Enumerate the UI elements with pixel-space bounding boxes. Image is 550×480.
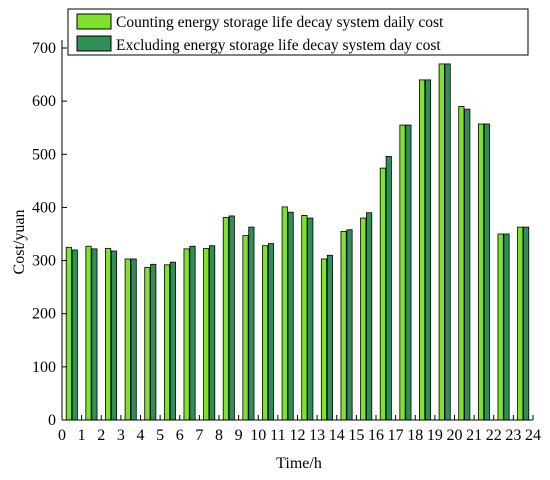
bar-series1-hour-5 bbox=[144, 267, 151, 421]
y-tick-label: 300 bbox=[32, 253, 56, 270]
bar-series2-hour-14 bbox=[326, 254, 333, 421]
bar-series1-hour-24 bbox=[517, 226, 524, 421]
bar-series1-hour-6 bbox=[163, 264, 171, 421]
bar-series2-hour-19 bbox=[424, 79, 432, 421]
x-tick-label: 10 bbox=[250, 427, 266, 444]
bar-series2-hour-11 bbox=[267, 243, 275, 421]
bar-series2-hour-10 bbox=[248, 226, 255, 421]
x-tick-label: 5 bbox=[156, 427, 164, 444]
bar-series1-hour-2 bbox=[85, 245, 92, 421]
bar-series1-hour-19 bbox=[419, 79, 426, 421]
x-tick-label: 16 bbox=[368, 427, 384, 444]
x-tick-label: 6 bbox=[176, 427, 184, 444]
bar-series1-hour-20 bbox=[438, 63, 445, 421]
x-tick-label: 20 bbox=[447, 427, 463, 444]
x-tick-label: 0 bbox=[58, 427, 66, 444]
bar-series2-hour-24 bbox=[523, 226, 530, 421]
x-tick-label: 24 bbox=[525, 427, 541, 444]
y-tick-label: 0 bbox=[48, 412, 56, 429]
x-tick-label: 8 bbox=[215, 427, 223, 444]
bar-series2-hour-4 bbox=[130, 258, 137, 421]
bar-series2-hour-18 bbox=[405, 124, 412, 421]
y-tick-label: 100 bbox=[32, 359, 56, 376]
bar-series2-hour-12 bbox=[287, 211, 294, 421]
bar-series1-hour-1 bbox=[65, 246, 72, 421]
y-axis-label: Cost/yuan bbox=[11, 210, 28, 275]
bar-series2-hour-2 bbox=[91, 248, 98, 421]
bar-series1-hour-13 bbox=[301, 214, 308, 421]
legend-swatch-counting bbox=[76, 13, 112, 30]
bar-series1-hour-18 bbox=[399, 124, 406, 421]
y-tick-label: 500 bbox=[32, 146, 56, 163]
x-tick-label: 21 bbox=[466, 427, 482, 444]
bar-series2-hour-21 bbox=[464, 108, 471, 421]
bar-series1-hour-7 bbox=[183, 248, 190, 421]
bar-series1-hour-11 bbox=[262, 245, 269, 421]
x-tick-label: 18 bbox=[407, 427, 423, 444]
x-tick-label: 17 bbox=[388, 427, 404, 444]
x-axis-label: Time/h bbox=[276, 455, 322, 472]
x-tick-label: 12 bbox=[290, 427, 306, 444]
y-tick-label: 400 bbox=[32, 199, 56, 216]
x-tick-label: 23 bbox=[505, 427, 521, 444]
bar-series2-hour-16 bbox=[366, 212, 373, 421]
legend-label-counting: Counting energy storage life decay syste… bbox=[116, 14, 444, 31]
bar-series1-hour-17 bbox=[379, 167, 386, 421]
bar-series2-hour-20 bbox=[444, 63, 451, 421]
y-tick-label: 200 bbox=[32, 306, 56, 323]
bar-series2-hour-17 bbox=[385, 156, 392, 421]
bar-series2-hour-3 bbox=[110, 250, 118, 421]
x-tick-label: 3 bbox=[117, 427, 125, 444]
bar-series1-hour-9 bbox=[222, 217, 229, 421]
x-tick-label: 9 bbox=[235, 427, 243, 444]
bar-series1-hour-15 bbox=[340, 230, 347, 421]
x-tick-label: 4 bbox=[137, 427, 145, 444]
x-tick-label: 19 bbox=[427, 427, 443, 444]
bar-series1-hour-4 bbox=[124, 258, 131, 421]
bar-series2-hour-13 bbox=[307, 217, 314, 421]
bar-series2-hour-1 bbox=[71, 249, 78, 421]
x-tick-label: 1 bbox=[78, 427, 86, 444]
legend-swatch-excluding bbox=[76, 35, 112, 52]
bar-series1-hour-8 bbox=[203, 247, 210, 421]
bar-series1-hour-14 bbox=[320, 258, 328, 421]
legend-label-excluding: Excluding energy storage life decay syst… bbox=[116, 37, 441, 54]
bar-series2-hour-22 bbox=[483, 123, 490, 421]
bar-series1-hour-10 bbox=[242, 235, 249, 421]
bars-layer bbox=[65, 63, 530, 421]
bar-series2-hour-9 bbox=[228, 215, 235, 421]
bar-series2-hour-8 bbox=[209, 245, 216, 421]
bar-series1-hour-3 bbox=[105, 247, 112, 421]
x-tick-label: 13 bbox=[309, 427, 325, 444]
bar-series2-hour-7 bbox=[189, 245, 196, 421]
bar-series2-hour-5 bbox=[150, 263, 157, 421]
x-tick-label: 2 bbox=[97, 427, 105, 444]
bar-series1-hour-12 bbox=[281, 206, 288, 421]
bar-series1-hour-16 bbox=[360, 217, 367, 421]
bar-series2-hour-6 bbox=[169, 261, 176, 421]
x-tick-label: 7 bbox=[195, 427, 203, 444]
bar-series1-hour-22 bbox=[477, 123, 485, 421]
bar-series2-hour-15 bbox=[346, 229, 353, 421]
legend: Counting energy storage life decay syste… bbox=[67, 8, 529, 56]
x-tick-label: 15 bbox=[348, 427, 364, 444]
x-tick-label: 22 bbox=[486, 427, 502, 444]
y-tick-label: 700 bbox=[32, 40, 56, 57]
x-tick-label: 11 bbox=[270, 427, 285, 444]
bar-series2-hour-23 bbox=[503, 233, 510, 421]
y-tick-label: 600 bbox=[32, 93, 56, 110]
x-tick-label: 14 bbox=[329, 427, 345, 444]
bar-series1-hour-21 bbox=[458, 106, 465, 421]
legend-box bbox=[67, 8, 529, 56]
bar-series1-hour-23 bbox=[497, 233, 504, 421]
